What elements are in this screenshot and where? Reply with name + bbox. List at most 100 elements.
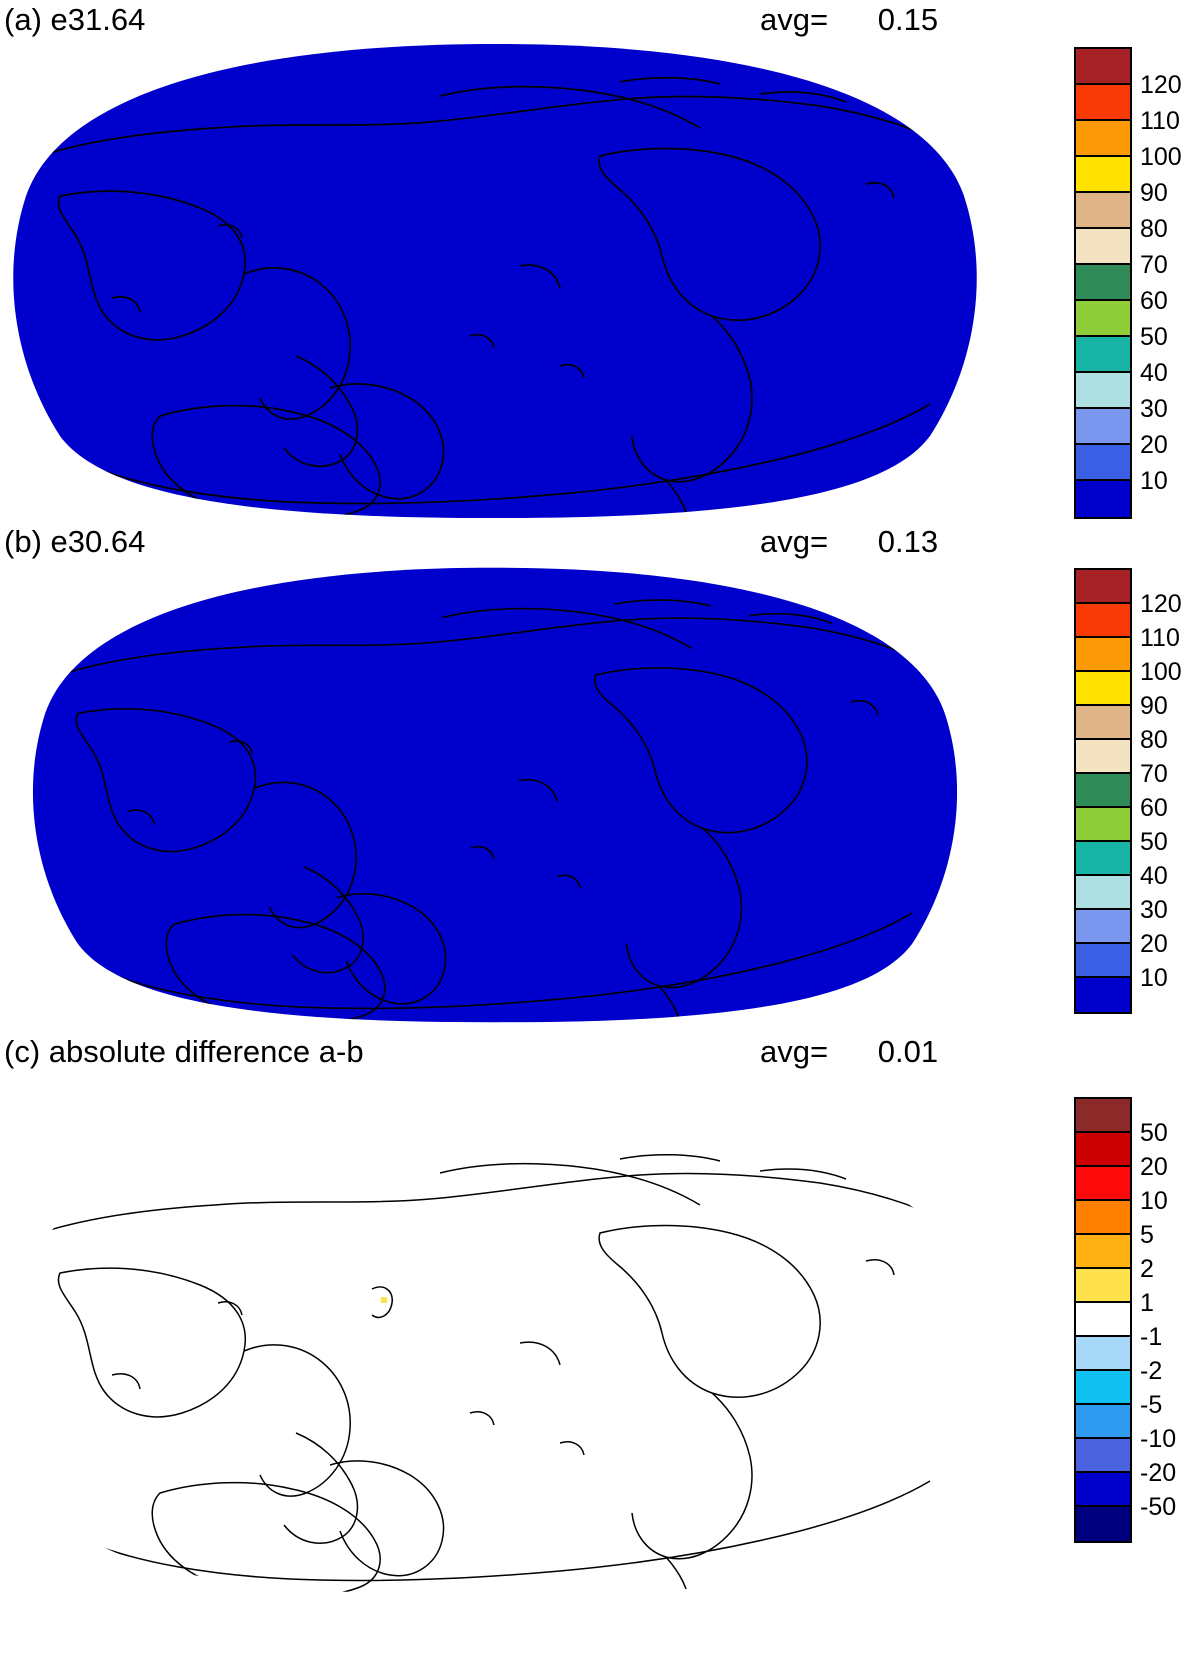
map-panel-b	[0, 560, 990, 1030]
colorbar-b-tick-30: 30	[1140, 896, 1168, 924]
panel-c: (c) absolute difference a-b avg= 0.01	[0, 1032, 1188, 1677]
colorbar-b-tick-120: 120	[1140, 590, 1182, 618]
colorbar-a-band-120plus	[1076, 49, 1130, 85]
colorbar-a-tick-30: 30	[1140, 395, 1168, 423]
colorbar-a-tick-60: 60	[1140, 287, 1168, 315]
colorbar-c-tick-1: 1	[1140, 1289, 1154, 1317]
map-a-coastlines	[39, 76, 951, 518]
colorbar-a-tick-90: 90	[1140, 179, 1168, 207]
colorbar-a-tick-20: 20	[1140, 431, 1168, 459]
colorbar-a-band-80-90	[1076, 193, 1130, 229]
panel-a-avg-label: avg=	[760, 2, 829, 37]
colorbar-c-band-20-50	[1076, 1133, 1130, 1167]
colorbar-c-tick-neg50: -50	[1140, 1493, 1177, 1521]
colorbar-a-tick-80: 80	[1140, 215, 1168, 243]
colorbar-a-strip	[1074, 47, 1132, 519]
colorbar-c-band-above50	[1076, 1099, 1130, 1133]
colorbar-c-tick-50: 50	[1140, 1119, 1168, 1147]
map-b-coastlines	[58, 599, 932, 1023]
colorbar-a-band-110-120	[1076, 85, 1130, 121]
colorbar-c-band-neg1-1	[1076, 1303, 1130, 1337]
colorbar-c-band-10-20	[1076, 1167, 1130, 1201]
colorbar-b-band-90-100	[1076, 672, 1130, 706]
colorbar-c-tick-neg5: -5	[1140, 1391, 1163, 1419]
colorbar-b-strip	[1074, 568, 1132, 1014]
colorbar-b-tick-70: 70	[1140, 760, 1168, 788]
panel-b-avg-label: avg=	[760, 524, 829, 559]
colorbar-c-tick-neg20: -20	[1140, 1459, 1177, 1487]
colorbar-b-band-60-70	[1076, 774, 1130, 808]
colorbar-a-tick-70: 70	[1140, 251, 1168, 279]
panel-a: (a) e31.64 avg= 0.15	[0, 0, 1188, 522]
map-panel-c	[0, 1068, 990, 1648]
colorbar-c-band-neg2-neg1	[1076, 1337, 1130, 1371]
colorbar-a-band-70-80	[1076, 229, 1130, 265]
panel-c-average: avg= 0.01	[760, 1032, 938, 1072]
colorbar-panel-b: 120 110 100 90 80 70 60 50 40 30 20 10	[1074, 568, 1188, 1016]
colorbar-c-tick-10: 10	[1140, 1187, 1168, 1215]
colorbar-b-band-10-20	[1076, 944, 1130, 978]
panel-c-header: (c) absolute difference a-b avg= 0.01	[0, 1032, 1000, 1076]
colorbar-c-band-below-neg50	[1076, 1507, 1130, 1541]
map-b-field	[32, 567, 958, 1023]
world-map-a	[13, 44, 977, 518]
map-a-field	[13, 44, 977, 518]
colorbar-a-band-40-50	[1076, 337, 1130, 373]
colorbar-b-tick-110: 110	[1140, 624, 1180, 652]
colorbar-b-tick-50: 50	[1140, 828, 1168, 856]
colorbar-c-tick-5: 5	[1140, 1221, 1154, 1249]
colorbar-b-band-20-30	[1076, 910, 1130, 944]
panel-c-avg-value: 0.01	[877, 1034, 939, 1069]
colorbar-c-band-neg20-neg10	[1076, 1439, 1130, 1473]
panel-a-header: (a) e31.64 avg= 0.15	[0, 0, 1000, 44]
panel-b-average: avg= 0.13	[760, 522, 938, 562]
colorbar-c-tick-neg2: -2	[1140, 1357, 1163, 1385]
colorbar-b-band-120plus	[1076, 570, 1130, 604]
colorbar-c-tick-20: 20	[1140, 1153, 1168, 1181]
map-c-coastlines	[39, 1153, 951, 1595]
colorbar-b-band-below10	[1076, 978, 1130, 1012]
colorbar-a-band-20-30	[1076, 409, 1130, 445]
world-map-c	[13, 1121, 977, 1595]
colorbar-b-band-110-120	[1076, 604, 1130, 638]
colorbar-c-tick-neg10: -10	[1140, 1425, 1177, 1453]
colorbar-a-band-30-40	[1076, 373, 1130, 409]
colorbar-b-band-40-50	[1076, 842, 1130, 876]
colorbar-b-tick-60: 60	[1140, 794, 1168, 822]
colorbar-a-tick-120: 120	[1140, 71, 1182, 99]
colorbar-a-tick-110: 110	[1140, 107, 1180, 135]
colorbar-b-tick-90: 90	[1140, 692, 1168, 720]
panel-a-average: avg= 0.15	[760, 0, 938, 40]
map-c-anomaly-cell	[381, 1297, 387, 1303]
colorbar-a-tick-50: 50	[1140, 323, 1168, 351]
colorbar-a-band-below10	[1076, 481, 1130, 517]
colorbar-c-band-2-5	[1076, 1235, 1130, 1269]
panel-c-avg-label: avg=	[760, 1034, 829, 1069]
world-map-b	[32, 567, 958, 1023]
colorbar-c-strip	[1074, 1097, 1132, 1543]
colorbar-b-tick-20: 20	[1140, 930, 1168, 958]
colorbar-c-band-neg50-neg20	[1076, 1473, 1130, 1507]
colorbar-b-tick-100: 100	[1140, 658, 1182, 686]
panel-a-avg-value: 0.15	[877, 2, 939, 37]
map-c-field	[13, 1121, 977, 1595]
colorbar-a-band-50-60	[1076, 301, 1130, 337]
colorbar-a-band-10-20	[1076, 445, 1130, 481]
panel-b-avg-value: 0.13	[877, 524, 939, 559]
colorbar-a-band-90-100	[1076, 157, 1130, 193]
colorbar-b-band-80-90	[1076, 706, 1130, 740]
panel-b: (b) e30.64 avg= 0.13	[0, 522, 1188, 1032]
panel-c-title: (c) absolute difference a-b	[4, 1034, 364, 1069]
colorbar-c-band-neg5-neg2	[1076, 1371, 1130, 1405]
colorbar-b-band-70-80	[1076, 740, 1130, 774]
panel-a-title: (a) e31.64	[4, 2, 146, 37]
colorbar-c-band-5-10	[1076, 1201, 1130, 1235]
colorbar-b-band-30-40	[1076, 876, 1130, 910]
colorbar-panel-a: 120 110 100 90 80 70 60 50 40 30 20 10	[1074, 47, 1188, 519]
colorbar-a-band-60-70	[1076, 265, 1130, 301]
colorbar-a-band-100-110	[1076, 121, 1130, 157]
colorbar-b-tick-10: 10	[1140, 964, 1168, 992]
panel-b-title: (b) e30.64	[4, 524, 146, 559]
map-panel-a	[0, 36, 990, 526]
colorbar-b-band-100-110	[1076, 638, 1130, 672]
